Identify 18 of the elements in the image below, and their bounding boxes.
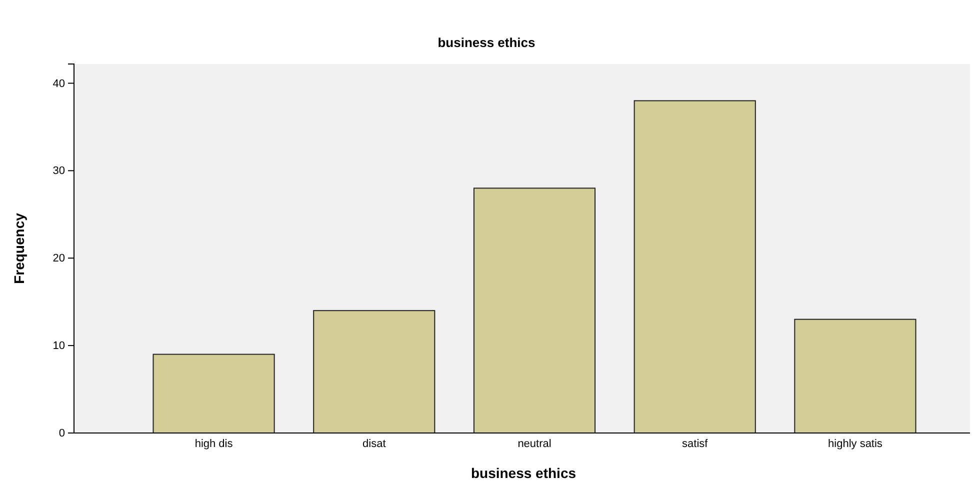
y-axis-title: Frequency <box>11 212 27 284</box>
y-tick-label: 10 <box>52 340 65 352</box>
y-tick-label: 20 <box>52 252 65 265</box>
x-tick-label: disat <box>362 438 386 450</box>
y-tick-label: 0 <box>58 428 65 440</box>
bar <box>794 318 916 434</box>
x-axis-title: business ethics <box>470 465 576 481</box>
x-tick-label: highly satis <box>828 438 883 450</box>
bar <box>634 100 756 434</box>
bar <box>473 188 596 434</box>
x-tick-label: neutral <box>518 438 552 450</box>
bar <box>152 354 275 434</box>
y-tick-label: 40 <box>52 78 65 90</box>
x-tick-label: high dis <box>194 438 234 450</box>
bar <box>313 310 436 434</box>
chart-title: business ethics <box>438 35 536 50</box>
y-tick-label: 30 <box>52 165 65 178</box>
x-tick-label: satisf <box>682 438 709 450</box>
